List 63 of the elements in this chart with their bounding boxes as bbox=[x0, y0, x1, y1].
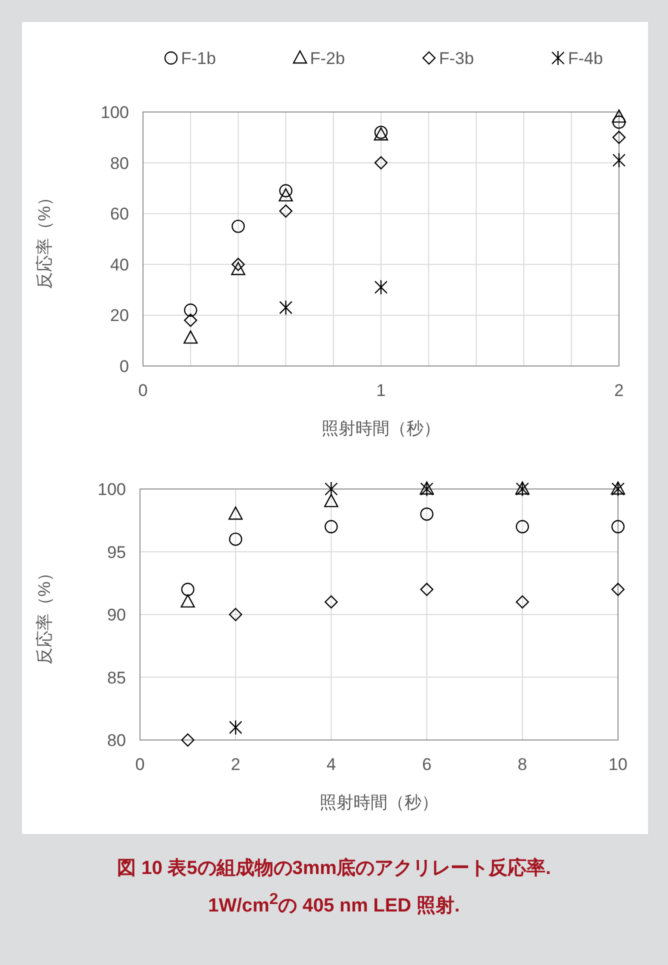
point bbox=[324, 520, 338, 534]
point bbox=[612, 109, 626, 123]
point bbox=[181, 733, 194, 747]
point bbox=[279, 300, 292, 316]
point bbox=[279, 184, 292, 198]
point bbox=[229, 532, 242, 546]
x-tick-label: 2 bbox=[230, 755, 240, 774]
point bbox=[232, 220, 245, 233]
point bbox=[516, 595, 529, 609]
point bbox=[184, 314, 198, 327]
y-tick-label: 20 bbox=[110, 306, 129, 326]
y-tick-label: 100 bbox=[100, 103, 129, 122]
y-axis-title: 反応率（%） bbox=[35, 564, 54, 665]
point bbox=[184, 304, 198, 317]
point bbox=[181, 582, 194, 596]
point bbox=[374, 156, 388, 170]
y-axis-title: 反応率（%） bbox=[35, 188, 54, 290]
point bbox=[611, 520, 625, 534]
point bbox=[324, 481, 338, 497]
x-axis-title: 照射時間（秒） bbox=[320, 793, 438, 812]
y-tick-label: 100 bbox=[98, 480, 126, 499]
x-tick-label: 10 bbox=[608, 755, 628, 774]
point bbox=[324, 595, 338, 609]
point bbox=[374, 280, 388, 295]
legend-label: F-4b bbox=[568, 49, 603, 68]
x-tick-label: 0 bbox=[135, 755, 145, 774]
point bbox=[229, 720, 242, 736]
y-tick-label: 90 bbox=[107, 606, 126, 624]
point bbox=[279, 204, 292, 218]
x-tick-label: 6 bbox=[422, 755, 432, 774]
x-tick-label: 0 bbox=[138, 381, 148, 400]
point bbox=[231, 262, 246, 276]
y-tick-label: 40 bbox=[110, 255, 129, 274]
x-tick-label: 2 bbox=[614, 381, 624, 400]
caption: 図 10 表5の組成物の3mm底のアクリレート反応率. bbox=[116, 856, 552, 881]
legend-label: F-3b bbox=[439, 49, 474, 68]
point bbox=[611, 582, 625, 596]
point bbox=[228, 506, 243, 520]
legend-label: F-1b bbox=[181, 49, 216, 68]
point bbox=[184, 330, 198, 344]
point bbox=[612, 152, 626, 168]
point bbox=[420, 508, 434, 521]
y-tick-label: 85 bbox=[107, 668, 126, 688]
point bbox=[232, 258, 245, 271]
point bbox=[612, 130, 626, 144]
y-tick-label: 80 bbox=[110, 154, 129, 173]
y-tick-label: 60 bbox=[110, 204, 129, 224]
point bbox=[324, 494, 338, 508]
point bbox=[278, 188, 293, 202]
text: 1W/cm$^{2}$の 405 nm LED 照射. bbox=[207, 891, 461, 918]
y-tick-label: 95 bbox=[107, 542, 126, 562]
y-tick-label: 0 bbox=[120, 357, 129, 376]
x-tick-label: 8 bbox=[518, 755, 528, 774]
point bbox=[612, 116, 626, 129]
y-tick-label: 80 bbox=[107, 731, 126, 750]
x-tick-label: 4 bbox=[326, 755, 336, 774]
legend-label: F-2b bbox=[310, 49, 345, 68]
x-tick-label: 1 bbox=[376, 381, 386, 400]
point bbox=[420, 582, 434, 596]
point bbox=[516, 520, 529, 534]
x-axis-title: 照射時間（秒） bbox=[322, 419, 440, 438]
point bbox=[180, 594, 195, 608]
point bbox=[229, 608, 242, 622]
